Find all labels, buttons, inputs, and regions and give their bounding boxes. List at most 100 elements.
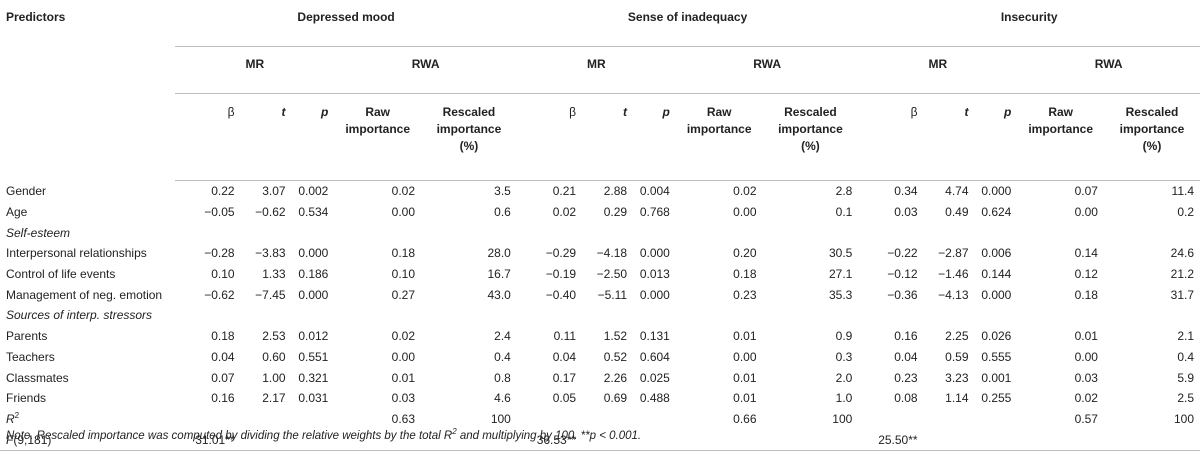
row-label: Management of neg. emotion [0, 284, 175, 305]
table-cell: 0.18 [211, 329, 235, 344]
table-cell: 0.20 [733, 246, 757, 261]
header-rescaled-importance-line: (%) [801, 139, 820, 153]
table-cell: 25.50** [858, 429, 924, 451]
table-cell: 0.27 [391, 287, 415, 302]
table-cell: 0.01 [1074, 329, 1098, 344]
table-cell: 0.07 [1074, 184, 1098, 199]
table-cell: 100 [832, 411, 853, 426]
header-t: t [582, 93, 634, 181]
table-cell: 0.026 [981, 329, 1012, 344]
table-cell: 0.551 [298, 349, 329, 364]
table-cell: 0.21 [552, 184, 577, 199]
table-cell: 0.012 [298, 329, 329, 344]
table-cell: 0.18 [733, 267, 757, 282]
table-cell: 0.22 [211, 184, 235, 199]
table-cell: 28.0 [487, 246, 511, 261]
table-cell: −0.62 [255, 205, 286, 220]
table-cell: 0.031 [298, 391, 329, 406]
table-cell: 0.60 [262, 349, 286, 364]
table-cell [923, 429, 975, 451]
header-rescaled-importance-line: Rescaled [784, 105, 837, 119]
table-cell: 0.00 [733, 349, 757, 364]
table-cell: −4.13 [938, 287, 969, 302]
table-body: Gender 0.22 3.07 0.002 0.02 3.5 0.21 2.88 0.004 0… [0, 181, 1200, 451]
header-raw-importance-line: importance [1028, 122, 1093, 136]
header-group-insecurity: Insecurity [858, 0, 1200, 47]
table-cell: 0.9 [835, 329, 853, 344]
row-label: Interpersonal relationships [0, 243, 175, 264]
table-cell: 2.1 [1177, 329, 1194, 344]
table-row: F(9,181) 31.01** 36.53** 25.50** [0, 429, 1200, 451]
section-label: Sources of interp. stressors [6, 308, 153, 323]
header-raw-importance-line: importance [345, 122, 411, 136]
table-cell: 0.131 [639, 329, 670, 344]
table-cell: −0.40 [545, 287, 577, 302]
table-cell: 4.74 [945, 184, 969, 199]
table-cell: 0.488 [639, 391, 670, 406]
table-cell: −0.28 [204, 246, 235, 261]
table-cell: 0.00 [1074, 349, 1098, 364]
row-label: Friends [0, 388, 175, 409]
table-cell: −4.18 [596, 246, 628, 261]
table-cell: 0.04 [211, 349, 235, 364]
header-rescaled-importance: Rescaled importance (%) [762, 93, 859, 181]
row-label: Classmates [0, 367, 175, 388]
table-row: Age −0.05 −0.62 0.534 0.00 0.6 0.02 0.29 0.768 0.… [0, 202, 1200, 223]
row-label: Age [0, 202, 175, 223]
table-cell: 0.59 [945, 349, 969, 364]
header-predictors: Predictors [6, 10, 66, 24]
table-cell: 0.186 [298, 267, 329, 282]
header-group-sense-of-inadequacy: Sense of inadequacy [516, 0, 859, 47]
header-raw-importance-line: Raw [1048, 105, 1073, 119]
row-label-text: F [6, 432, 14, 447]
header-mr: MR [516, 46, 676, 94]
table-row: Gender 0.22 3.07 0.002 0.02 3.5 0.21 2.88 0.004 0… [0, 181, 1200, 202]
header-p: p [291, 93, 335, 181]
table-cell: 0.17 [552, 370, 577, 385]
table-cell: 1.0 [835, 391, 853, 406]
table-cell: 0.624 [981, 205, 1012, 220]
header-column-labels: β t p Raw importance Rescaled importance (%) β t p… [0, 93, 1200, 181]
section-row: Sources of interp. stressors [0, 305, 1200, 326]
header-rwa: RWA [675, 46, 859, 94]
table-cell: 0.16 [211, 391, 235, 406]
table-cell: 0.01 [733, 370, 757, 385]
table-cell: 0.001 [981, 370, 1012, 385]
table-row: R2 0.63 100 0.66 100 0.57 100 [0, 409, 1200, 430]
table-cell: 21.2 [1170, 267, 1194, 282]
table-cell: 2.5 [1177, 391, 1194, 406]
table-cell: −0.62 [204, 287, 235, 302]
header-rwa: RWA [1017, 46, 1200, 94]
row-label-text: Control of life events [6, 267, 116, 282]
table-row: Control of life events 0.10 1.33 0.186 0.10 1… [0, 264, 1200, 285]
table-cell: 0.02 [552, 205, 577, 220]
table-cell: −0.22 [887, 246, 918, 261]
header-beta-line: β [569, 105, 577, 119]
table-cell [1103, 429, 1200, 451]
note-superscript: 2 [452, 427, 457, 436]
table-cell: 0.4 [1177, 349, 1194, 364]
row-label-text: R [6, 412, 15, 427]
table-cell: −1.46 [938, 267, 969, 282]
table-cell: 0.1 [835, 205, 853, 220]
row-label-text: Age [6, 205, 28, 220]
table-cell: 3.23 [945, 370, 969, 385]
table-cell: 1.52 [603, 329, 628, 344]
table-cell: 27.1 [828, 267, 853, 282]
table-cell: 0.10 [391, 267, 415, 282]
table-cell: 0.12 [1074, 267, 1098, 282]
table-cell: 2.25 [945, 329, 969, 344]
table-cell: 3.5 [494, 184, 511, 199]
header-raw-importance-line: Raw [365, 105, 391, 119]
table-cell: 0.52 [603, 349, 628, 364]
table-cell: 0.69 [603, 391, 628, 406]
table-cell: 5.9 [1177, 370, 1194, 385]
header-rescaled-importance: Rescaled importance (%) [421, 93, 517, 181]
table-cell: 30.5 [828, 246, 853, 261]
table-cell [975, 409, 1018, 430]
table-cell: 0.23 [894, 370, 918, 385]
table-cell: 2.0 [835, 370, 853, 385]
table-row: Friends 0.16 2.17 0.031 0.03 4.6 0.05 0.69 0.488… [0, 388, 1200, 409]
header-p-line: p [1004, 105, 1012, 119]
